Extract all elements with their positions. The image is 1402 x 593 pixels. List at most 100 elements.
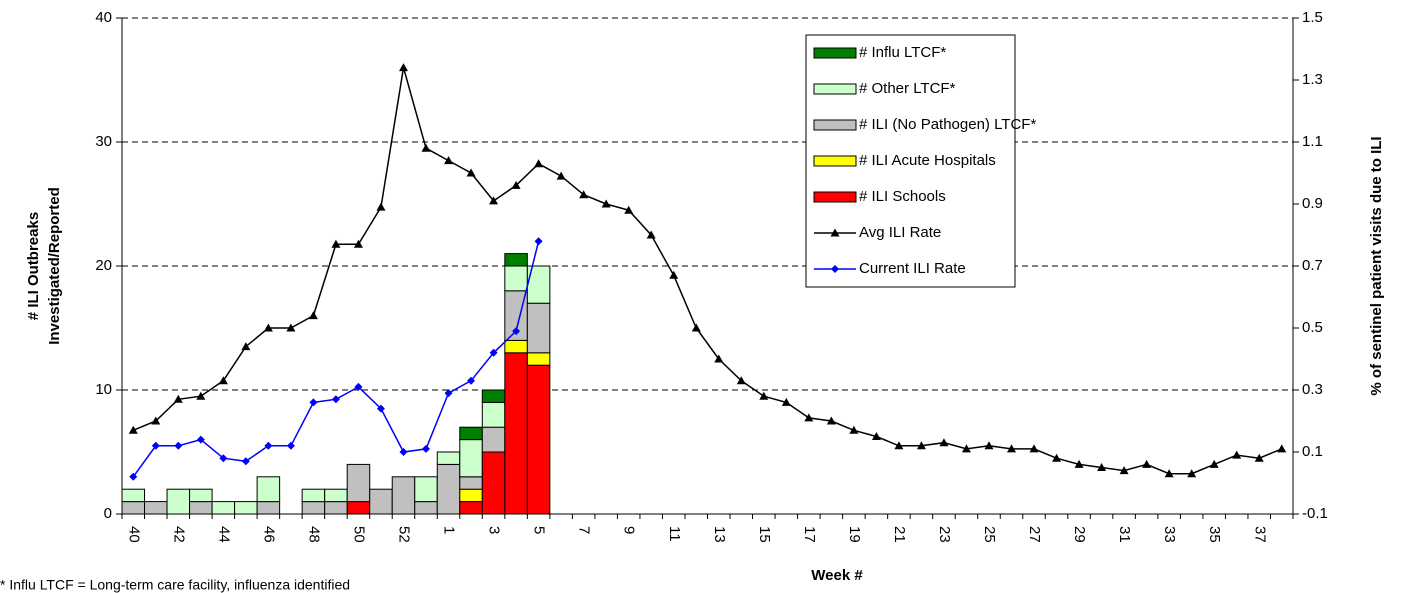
legend-swatch <box>813 83 857 95</box>
bar-segment <box>436 451 461 465</box>
marker <box>1277 444 1287 453</box>
bar-segment <box>459 488 483 503</box>
marker <box>353 239 363 248</box>
footnote: * Influ LTCF = Long-term care facility, … <box>0 577 350 593</box>
marker <box>1209 459 1219 468</box>
y2-tick-label: 0.9 <box>1302 195 1323 212</box>
marker <box>173 394 183 403</box>
marker <box>736 376 746 385</box>
marker <box>601 199 611 208</box>
bar-segment <box>459 501 483 515</box>
marker <box>534 237 543 246</box>
x-tick-label: 37 <box>1251 526 1268 543</box>
bar-segment <box>346 501 371 515</box>
marker <box>489 196 499 205</box>
marker <box>421 143 431 152</box>
x-tick-label: 44 <box>215 526 232 543</box>
marker <box>444 156 454 165</box>
marker <box>219 454 228 463</box>
y-tick-label: 30 <box>95 133 112 150</box>
y2-tick-label: 1.1 <box>1302 133 1323 150</box>
bar-segment <box>121 488 146 503</box>
legend-label: # ILI (No Pathogen) LTCF* <box>859 116 1036 133</box>
x-tick-label: 35 <box>1206 526 1223 543</box>
x-tick-label: 19 <box>846 526 863 543</box>
bar-segment <box>189 488 213 503</box>
x-tick-label: 33 <box>1161 526 1178 543</box>
x-tick-label: 40 <box>125 526 142 543</box>
marker <box>263 323 273 332</box>
x-tick-label: 27 <box>1026 526 1043 543</box>
bar-segment <box>301 488 326 503</box>
marker <box>264 441 273 450</box>
x-tick-label: 42 <box>170 526 187 543</box>
legend-swatch <box>813 191 857 203</box>
bar-segment <box>459 439 483 478</box>
marker <box>196 435 205 444</box>
x-tick-label: 17 <box>801 526 818 543</box>
y2-tick-label: 0.7 <box>1302 257 1323 274</box>
x-tick-label: 11 <box>666 526 683 542</box>
marker <box>466 168 476 177</box>
x-tick-label: 50 <box>350 526 367 543</box>
marker <box>422 444 431 453</box>
marker <box>512 327 521 336</box>
bar-segment <box>481 451 506 515</box>
marker <box>714 354 724 363</box>
bar-segment <box>504 339 528 354</box>
legend: # Influ LTCF* # Other LTCF* # ILI (No Path… <box>805 34 1036 288</box>
marker <box>624 205 634 214</box>
bar-segment <box>436 463 461 515</box>
bar-segment <box>301 501 326 515</box>
bar-segment <box>526 302 551 354</box>
bar-segment <box>369 488 393 515</box>
legend-label: Avg ILI Rate <box>859 224 941 241</box>
marker <box>826 416 836 425</box>
marker <box>534 159 544 168</box>
marker <box>646 230 656 239</box>
marker <box>961 444 971 453</box>
y2-tick-label: 1.5 <box>1302 9 1323 26</box>
x-tick-label: 31 <box>1116 526 1133 543</box>
x-tick-label: 5 <box>531 526 548 534</box>
bar-segment <box>526 352 551 366</box>
legend-swatch <box>813 155 857 167</box>
marker <box>556 171 566 180</box>
x-tick-label: 21 <box>891 526 908 543</box>
bar-segment <box>481 389 506 403</box>
bar-segment <box>414 476 438 503</box>
marker <box>781 397 791 406</box>
legend-label: # ILI Acute Hospitals <box>859 152 996 169</box>
bar-segment <box>414 501 438 515</box>
bar-segment <box>481 426 506 453</box>
marker <box>579 190 589 199</box>
marker <box>849 425 859 434</box>
bar-segment <box>504 352 528 515</box>
y-tick-label: 20 <box>95 257 112 274</box>
marker <box>691 323 701 332</box>
x-tick-label: 13 <box>711 526 728 543</box>
line-series <box>132 67 1283 475</box>
legend-marker <box>831 265 839 273</box>
marker <box>511 180 521 189</box>
x-tick-label: 9 <box>621 526 638 534</box>
marker <box>354 382 363 391</box>
marker <box>331 239 341 248</box>
x-tick-label: 15 <box>756 526 773 543</box>
marker <box>128 425 138 434</box>
x-tick-label: 25 <box>981 526 998 543</box>
legend-label: Current ILI Rate <box>859 260 966 277</box>
x-tick-label: 3 <box>486 526 503 534</box>
marker <box>1007 444 1017 453</box>
bar-segment <box>256 476 281 503</box>
marker <box>1187 469 1197 478</box>
marker <box>467 376 476 385</box>
legend-marker <box>830 228 840 237</box>
marker <box>1119 466 1129 475</box>
legend-label: # Influ LTCF* <box>859 44 946 61</box>
y-tick-label: 10 <box>95 381 112 398</box>
y-axis-title: # ILI Outbreaks <box>25 212 42 320</box>
y2-tick-label: 0.5 <box>1302 319 1323 336</box>
marker <box>376 404 385 413</box>
y2-tick-label: 0.3 <box>1302 381 1323 398</box>
